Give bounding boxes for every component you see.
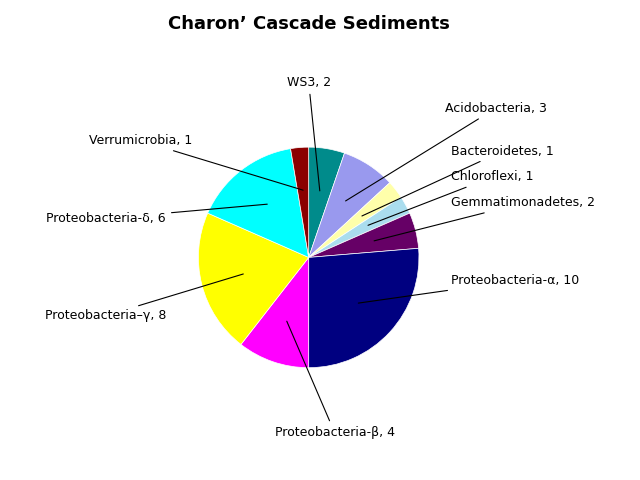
Wedge shape	[308, 248, 419, 368]
Wedge shape	[241, 257, 308, 368]
Wedge shape	[308, 147, 344, 257]
Wedge shape	[198, 213, 308, 345]
Wedge shape	[291, 147, 308, 257]
Text: Proteobacteria-α, 10: Proteobacteria-α, 10	[358, 274, 580, 303]
Wedge shape	[208, 149, 308, 257]
Text: Proteobacteria-δ, 6: Proteobacteria-δ, 6	[46, 204, 268, 225]
Text: Chloroflexi, 1: Chloroflexi, 1	[368, 170, 534, 225]
Text: Proteobacteria-β, 4: Proteobacteria-β, 4	[275, 321, 395, 439]
Text: Acidobacteria, 3: Acidobacteria, 3	[346, 102, 547, 201]
Title: Charon’ Cascade Sediments: Charon’ Cascade Sediments	[168, 15, 450, 33]
Text: WS3, 2: WS3, 2	[287, 76, 331, 191]
Wedge shape	[308, 213, 419, 257]
Wedge shape	[308, 153, 390, 257]
Text: Gemmatimonadetes, 2: Gemmatimonadetes, 2	[374, 196, 595, 241]
Text: Proteobacteria–γ, 8: Proteobacteria–γ, 8	[45, 274, 243, 322]
Wedge shape	[308, 183, 401, 257]
Text: Verrumicrobia, 1: Verrumicrobia, 1	[89, 134, 303, 190]
Wedge shape	[308, 197, 410, 257]
Text: Bacteroidetes, 1: Bacteroidetes, 1	[362, 144, 554, 216]
